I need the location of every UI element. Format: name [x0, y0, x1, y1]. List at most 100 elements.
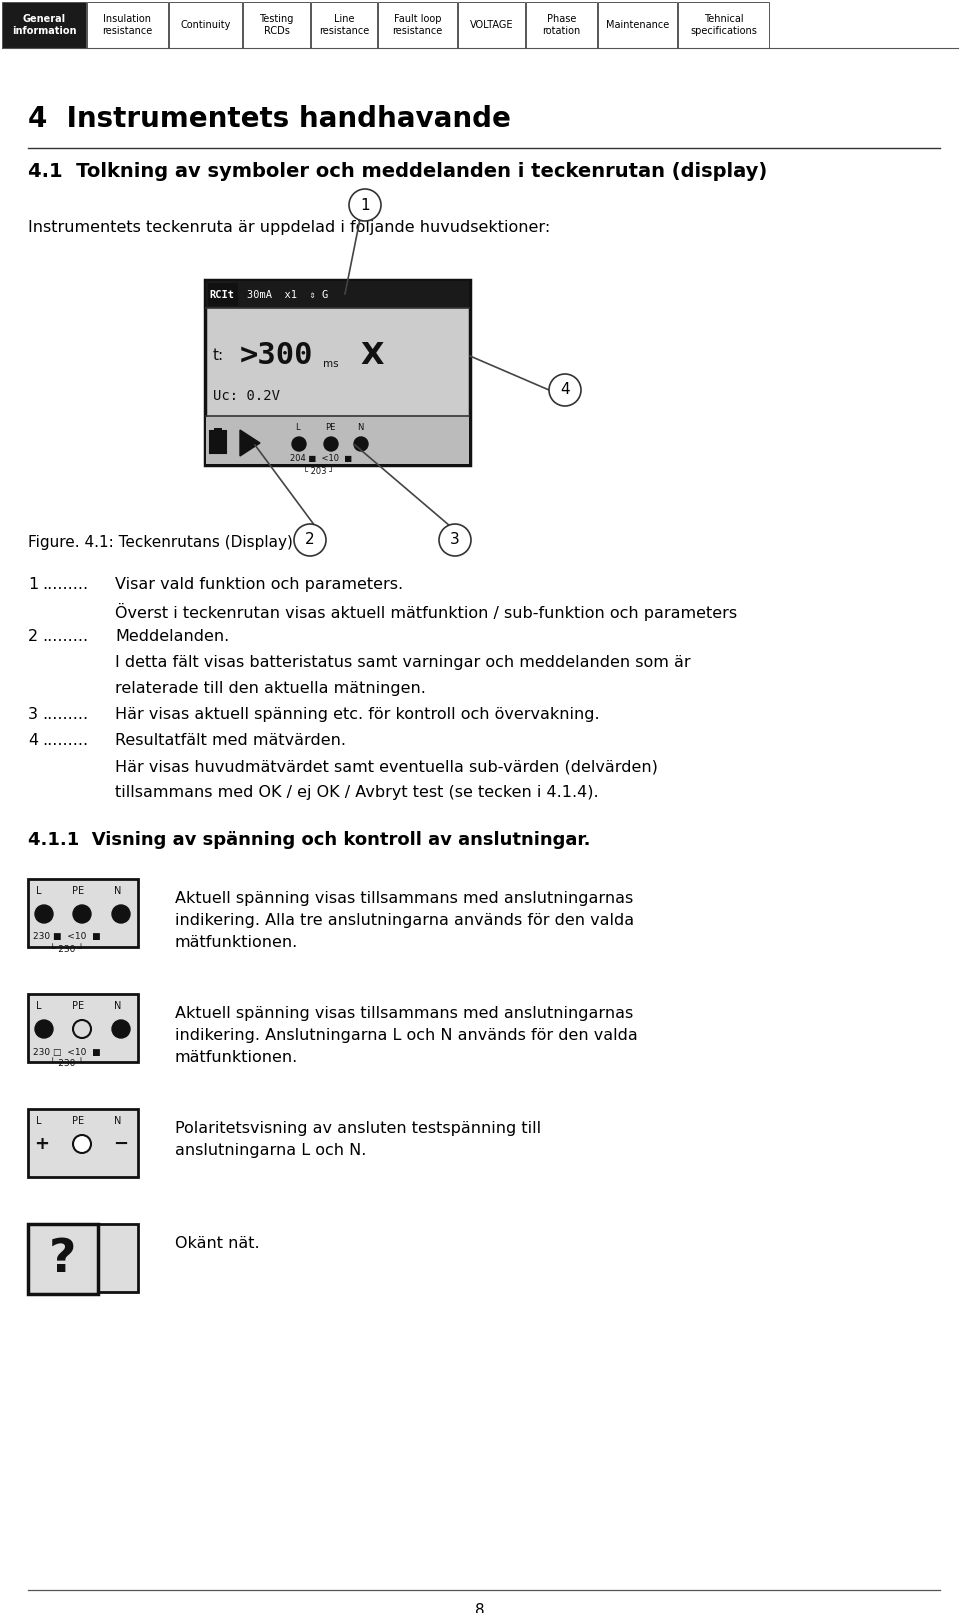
Circle shape — [549, 374, 581, 406]
Text: Visar vald funktion och parameters.: Visar vald funktion och parameters. — [115, 577, 403, 592]
Text: 2: 2 — [28, 629, 38, 644]
Text: Figure. 4.1: Teckenrutans (Display): Figure. 4.1: Teckenrutans (Display) — [28, 536, 293, 550]
Text: Aktuell spänning visas tillsammans med anslutningarnas: Aktuell spänning visas tillsammans med a… — [175, 890, 634, 907]
Text: Meddelanden.: Meddelanden. — [115, 629, 229, 644]
Circle shape — [112, 1019, 130, 1039]
Text: indikering. Anslutningarna L och N används för den valda: indikering. Anslutningarna L och N använ… — [175, 1027, 637, 1044]
Text: └ 203 ┘: └ 203 ┘ — [303, 468, 334, 476]
Bar — [28, 1224, 138, 1292]
Bar — [28, 1110, 138, 1177]
Text: .........: ......... — [42, 577, 88, 592]
Text: t:: t: — [213, 348, 224, 363]
Text: 1: 1 — [28, 577, 38, 592]
Circle shape — [35, 1019, 53, 1039]
Text: 4  Instrumentets handhavande: 4 Instrumentets handhavande — [28, 105, 511, 132]
Text: N: N — [114, 1002, 121, 1011]
Text: +: + — [35, 1136, 50, 1153]
Text: Continuity: Continuity — [180, 19, 230, 31]
Text: Här visas aktuell spänning etc. för kontroll och övervakning.: Här visas aktuell spänning etc. för kont… — [115, 706, 600, 723]
Text: 30mA  x1  ⇕ G: 30mA x1 ⇕ G — [247, 290, 328, 300]
Text: 204 ■  <10  ■: 204 ■ <10 ■ — [290, 453, 352, 463]
Text: L: L — [295, 424, 300, 432]
Bar — [458, 2, 525, 48]
Bar — [206, 418, 469, 465]
Bar — [169, 2, 242, 48]
Text: relaterade till den aktuella mätningen.: relaterade till den aktuella mätningen. — [115, 681, 426, 695]
Text: 230 □  <10  ■: 230 □ <10 ■ — [33, 1047, 101, 1057]
Circle shape — [73, 905, 91, 923]
Bar — [28, 879, 138, 947]
Polygon shape — [240, 431, 260, 456]
Text: Tehnical
specifications: Tehnical specifications — [690, 15, 756, 35]
Text: −: − — [113, 1136, 129, 1153]
Text: 1: 1 — [360, 197, 370, 213]
Text: Line
resistance: Line resistance — [319, 15, 370, 35]
Bar — [205, 281, 470, 465]
Circle shape — [73, 1019, 91, 1039]
Text: VOLTAGE: VOLTAGE — [469, 19, 514, 31]
Text: PE: PE — [72, 1116, 84, 1126]
Text: Insulation
resistance: Insulation resistance — [103, 15, 153, 35]
Text: 4.1  Tolkning av symboler och meddelanden i teckenrutan (display): 4.1 Tolkning av symboler och meddelanden… — [28, 161, 767, 181]
Text: Aktuell spänning visas tillsammans med anslutningarnas: Aktuell spänning visas tillsammans med a… — [175, 1007, 634, 1021]
Text: Här visas huvudmätvärdet samt eventuella sub-värden (delvärden): Här visas huvudmätvärdet samt eventuella… — [115, 760, 658, 774]
Text: General
information: General information — [12, 15, 76, 35]
Bar — [243, 2, 310, 48]
Text: mätfunktionen.: mätfunktionen. — [175, 936, 299, 950]
Bar — [28, 994, 138, 1061]
Text: N: N — [357, 424, 364, 432]
Text: PE: PE — [325, 424, 335, 432]
Circle shape — [354, 437, 368, 452]
Text: 3: 3 — [450, 532, 460, 547]
Text: Phase
rotation: Phase rotation — [542, 15, 581, 35]
Text: X: X — [360, 342, 383, 371]
Text: Överst i teckenrutan visas aktuell mätfunktion / sub-funktion och parameters: Överst i teckenrutan visas aktuell mätfu… — [115, 603, 737, 621]
Circle shape — [35, 905, 53, 923]
Text: L: L — [36, 1116, 41, 1126]
Bar — [208, 282, 238, 306]
Text: RCIt: RCIt — [209, 290, 234, 300]
Text: PE: PE — [72, 886, 84, 895]
Text: L: L — [36, 1002, 41, 1011]
Bar — [378, 2, 457, 48]
Text: >300: >300 — [240, 342, 314, 371]
Circle shape — [112, 905, 130, 923]
Text: Instrumentets teckenruta är uppdelad i följande huvudsektioner:: Instrumentets teckenruta är uppdelad i f… — [28, 219, 550, 235]
Text: Testing
RCDs: Testing RCDs — [259, 15, 294, 35]
Text: I detta fält visas batteristatus samt varningar och meddelanden som är: I detta fält visas batteristatus samt va… — [115, 655, 690, 669]
Text: 4: 4 — [28, 732, 38, 748]
Text: 230 ■  <10  ■: 230 ■ <10 ■ — [33, 932, 101, 942]
Text: Resultatfält med mätvärden.: Resultatfält med mätvärden. — [115, 732, 346, 748]
Circle shape — [292, 437, 306, 452]
Text: N: N — [114, 1116, 121, 1126]
Text: 2: 2 — [305, 532, 315, 547]
Text: L: L — [36, 886, 41, 895]
Bar — [598, 2, 677, 48]
Text: N: N — [114, 886, 121, 895]
Text: 4.1.1  Visning av spänning och kontroll av anslutningar.: 4.1.1 Visning av spänning och kontroll a… — [28, 831, 590, 848]
Text: ms: ms — [323, 360, 339, 369]
Text: 3: 3 — [28, 706, 38, 723]
Circle shape — [294, 524, 326, 556]
Bar — [214, 427, 222, 432]
Bar — [526, 2, 597, 48]
Text: └ 230 ┘: └ 230 ┘ — [50, 1060, 84, 1068]
Text: Polaritetsvisning av ansluten testspänning till: Polaritetsvisning av ansluten testspänni… — [175, 1121, 541, 1136]
Text: └ 230 ┘: └ 230 ┘ — [50, 945, 84, 953]
Bar — [28, 1224, 98, 1294]
Text: 4: 4 — [561, 382, 570, 397]
Text: Fault loop
resistance: Fault loop resistance — [393, 15, 443, 35]
Circle shape — [324, 437, 338, 452]
Text: PE: PE — [72, 1002, 84, 1011]
Text: Okänt nät.: Okänt nät. — [175, 1236, 259, 1252]
Bar — [210, 431, 226, 453]
Circle shape — [349, 189, 381, 221]
Text: 8: 8 — [475, 1603, 485, 1613]
Text: indikering. Alla tre anslutningarna används för den valda: indikering. Alla tre anslutningarna anvä… — [175, 913, 635, 927]
Text: mätfunktionen.: mätfunktionen. — [175, 1050, 299, 1065]
Text: tillsammans med OK / ej OK / Avbryt test (se tecken i 4.1.4).: tillsammans med OK / ej OK / Avbryt test… — [115, 786, 599, 800]
Text: anslutningarna L och N.: anslutningarna L och N. — [175, 1144, 367, 1158]
Text: .........: ......... — [42, 629, 88, 644]
Text: Maintenance: Maintenance — [606, 19, 669, 31]
Bar — [87, 2, 168, 48]
